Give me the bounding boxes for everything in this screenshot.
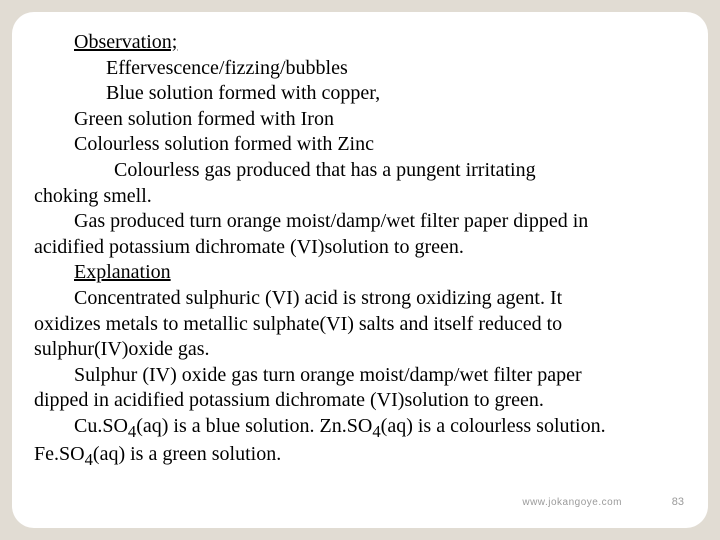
feso4-pre: Fe.SO: [34, 443, 85, 465]
explanation-heading-text: Explanation: [74, 261, 171, 283]
exp-line-2b: dipped in acidified potassium dichromate…: [34, 388, 686, 414]
explanation-heading: Explanation: [34, 260, 686, 286]
line-green-solution: Green solution formed with Iron: [34, 107, 686, 133]
znso4-sub: 4: [372, 422, 380, 441]
exp-line-1b: oxidizes metals to metallic sulphate(VI)…: [34, 312, 686, 338]
line-blue-solution: Blue solution formed with copper,: [34, 81, 686, 107]
znso4-post: (aq) is a colourless solution.: [381, 415, 606, 437]
cuso4-mid: (aq) is a blue solution. Zn.SO: [136, 415, 372, 437]
slide-content: Observation; Effervescence/fizzing/bubbl…: [34, 30, 686, 471]
line-colourless-gas-a: Colourless gas produced that has a punge…: [34, 158, 686, 184]
cuso4-pre: Cu.SO: [74, 415, 128, 437]
cuso4-sub: 4: [128, 422, 136, 441]
line-colourless-gas-b: choking smell.: [34, 184, 686, 210]
exp-line-4: Fe.SO4(aq) is a green solution.: [34, 442, 686, 470]
observation-heading: Observation;: [34, 30, 686, 56]
line-gas-orange-b: acidified potassium dichromate (VI)solut…: [34, 235, 686, 261]
feso4-post: (aq) is a green solution.: [93, 443, 281, 465]
exp-line-1a: Concentrated sulphuric (VI) acid is stro…: [34, 286, 686, 312]
slide-card: Observation; Effervescence/fizzing/bubbl…: [12, 12, 708, 528]
exp-line-1c: sulphur(IV)oxide gas.: [34, 337, 686, 363]
feso4-sub: 4: [85, 450, 93, 469]
line-gas-orange-a: Gas produced turn orange moist/damp/wet …: [34, 209, 686, 235]
footer-url: www.jokangoye.com: [522, 497, 622, 508]
exp-line-2a: Sulphur (IV) oxide gas turn orange moist…: [34, 363, 686, 389]
exp-line-3: Cu.SO4(aq) is a blue solution. Zn.SO4(aq…: [34, 414, 686, 442]
line-colourless-zinc: Colourless solution formed with Zinc: [34, 132, 686, 158]
page-number: 83: [672, 496, 684, 508]
observation-heading-text: Observation;: [74, 31, 177, 53]
line-effervescence: Effervescence/fizzing/bubbles: [34, 56, 686, 82]
